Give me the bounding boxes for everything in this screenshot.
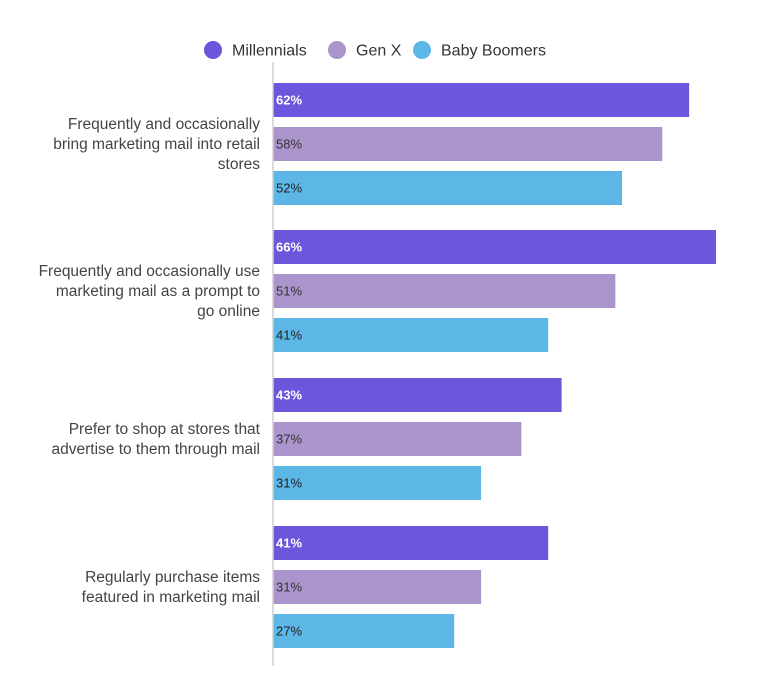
bar-value-label-2-0: 43% (276, 388, 302, 403)
bar-2-0 (273, 378, 562, 412)
bar-value-label-2-2: 31% (276, 476, 302, 491)
bar-1-2 (273, 318, 549, 352)
bar-0-2 (273, 171, 623, 205)
bar-3-1 (273, 570, 482, 604)
bar-value-label-0-2: 52% (276, 181, 302, 196)
bar-1-0 (273, 230, 716, 264)
category-label-2-line-1: advertise to them through mail (52, 441, 261, 458)
legend: Millennials Gen X Baby Boomers (204, 41, 546, 60)
bar-value-label-2-1: 37% (276, 432, 302, 447)
bar-2-2 (273, 466, 482, 500)
category-label-1-line-2: go online (197, 303, 260, 320)
bar-2-1 (273, 422, 522, 456)
bar-value-label-1-2: 41% (276, 328, 302, 343)
category-labels: Frequently and occasionally bring marketi… (39, 116, 261, 606)
bar-value-label-3-1: 31% (276, 580, 302, 595)
legend-label-0: Millennials (232, 43, 307, 60)
bar-value-label-0-0: 62% (276, 93, 302, 108)
bar-value-label-1-1: 51% (276, 284, 302, 299)
category-label-3-line-1: featured in marketing mail (82, 589, 260, 606)
bar-value-label-3-0: 41% (276, 536, 302, 551)
bars: 62% 58% 52% 66% 51% 41% 43% 37% 31% 41% 31% 27% (273, 83, 716, 648)
category-label-1-line-1: marketing mail as a prompt to (56, 283, 260, 300)
bar-value-label-3-2: 27% (276, 624, 302, 639)
category-label-1-line-0: Frequently and occasionally use (39, 263, 260, 280)
legend-marker-2 (413, 41, 431, 59)
bar-value-label-0-1: 58% (276, 137, 302, 152)
legend-label-1: Gen X (356, 43, 402, 60)
bar-3-2 (273, 614, 455, 648)
bar-0-0 (273, 83, 690, 117)
bar-3-0 (273, 526, 549, 560)
category-label-0-line-2: stores (218, 156, 260, 173)
category-label-0-line-1: bring marketing mail into retail (53, 136, 260, 153)
legend-marker-0 (204, 41, 222, 59)
bar-value-label-1-0: 66% (276, 240, 302, 255)
category-label-0-line-0: Frequently and occasionally (68, 116, 260, 133)
legend-marker-1 (328, 41, 346, 59)
legend-label-2: Baby Boomers (441, 43, 546, 60)
category-label-2-line-0: Prefer to shop at stores that (69, 421, 261, 438)
bar-0-1 (273, 127, 663, 161)
bar-1-1 (273, 274, 616, 308)
category-label-3-line-0: Regularly purchase items (85, 569, 260, 586)
